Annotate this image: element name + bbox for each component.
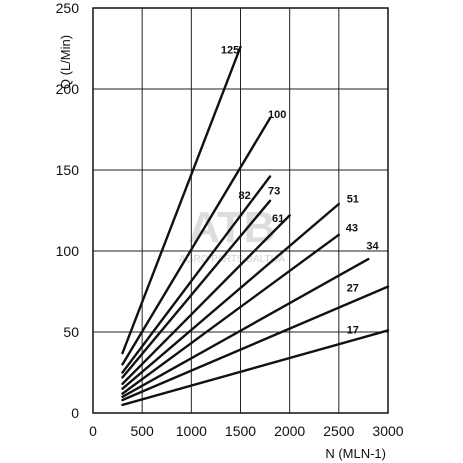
series-label-61: 61 <box>272 213 284 225</box>
y-axis-title: Q (L/Min) <box>58 35 73 89</box>
series-label-17: 17 <box>347 325 359 337</box>
series-label-100: 100 <box>268 109 286 121</box>
series-line-43 <box>121 233 340 395</box>
series-line-125 <box>121 45 242 355</box>
series-line-100 <box>121 116 272 366</box>
x-tick-label: 500 <box>130 423 154 439</box>
x-tick-label: 3000 <box>372 423 403 439</box>
y-tick-label: 200 <box>56 81 80 97</box>
x-axis-title: N (MLN-1) <box>325 446 386 461</box>
y-tick-label: 100 <box>56 243 80 259</box>
y-tick-label: 50 <box>63 324 79 340</box>
x-tick-label: 1000 <box>176 423 207 439</box>
series-label-73: 73 <box>268 185 280 197</box>
x-tick-label: 2000 <box>274 423 305 439</box>
series-label-27: 27 <box>347 283 359 295</box>
watermark-subtext: AGRO PARTS BALTIJA <box>179 254 285 265</box>
series-label-51: 51 <box>347 193 359 205</box>
series-line-17 <box>121 329 390 407</box>
series-lines <box>121 45 390 407</box>
series-line-82 <box>121 175 272 374</box>
series-label-34: 34 <box>366 240 379 252</box>
series-line-27 <box>121 285 390 402</box>
x-tick-label: 0 <box>89 423 97 439</box>
series-line-73 <box>121 199 272 379</box>
series-labels: 125 100 82 73 61 51 43 34 27 17 <box>221 44 380 336</box>
y-tick-label: 150 <box>56 162 80 178</box>
series-label-82: 82 <box>239 190 251 202</box>
x-tick-label: 1500 <box>225 423 256 439</box>
plot-border <box>92 7 389 414</box>
series-line-34 <box>121 257 370 398</box>
series-label-125: 125 <box>221 44 239 56</box>
series-line-61 <box>121 214 291 385</box>
x-tick-label: 2500 <box>323 423 354 439</box>
tick-labels: 0 500 1000 1500 2000 2500 3000 0 50 100 150 200 250 <box>56 0 404 439</box>
series-line-51 <box>121 202 340 390</box>
y-tick-label: 250 <box>56 0 80 16</box>
series-label-43: 43 <box>346 223 358 235</box>
y-tick-label: 0 <box>71 405 79 421</box>
